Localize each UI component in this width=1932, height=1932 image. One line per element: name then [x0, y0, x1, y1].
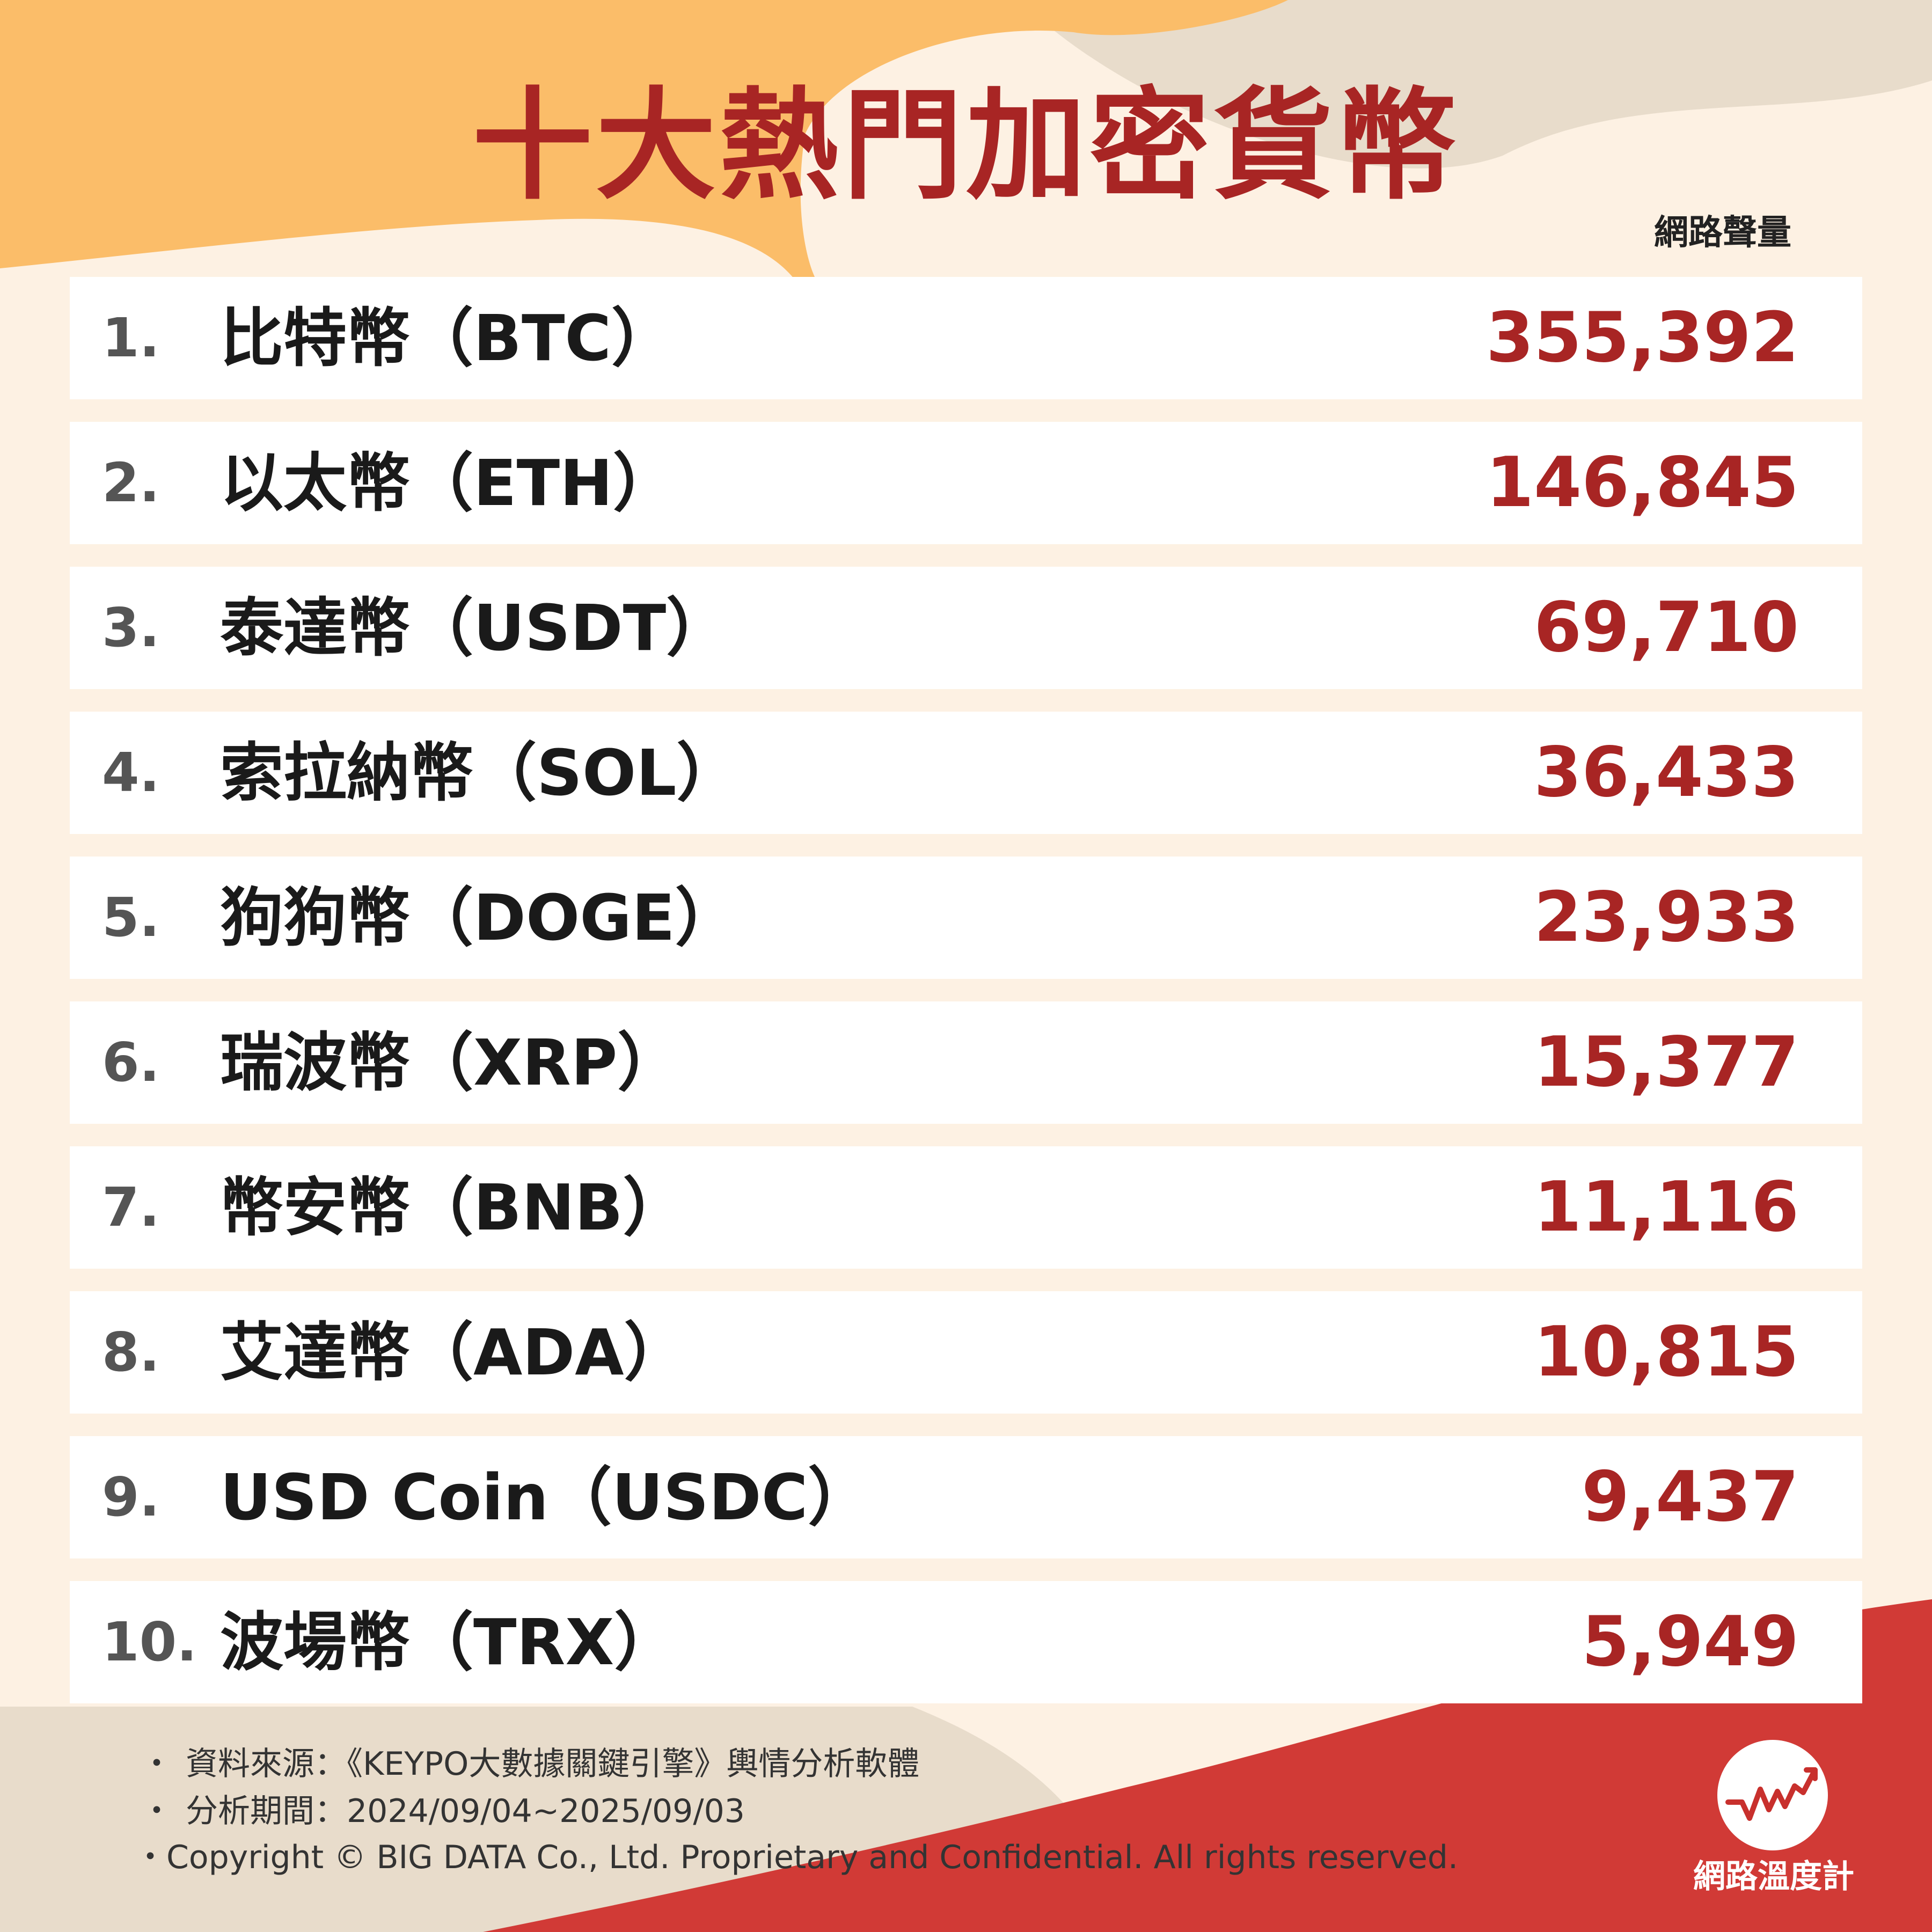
trend-line-icon — [1717, 1740, 1828, 1850]
value-column-label: 網路聲量 — [1654, 213, 1791, 253]
coin-name: 瑞波幣（XRP） — [220, 1026, 681, 1100]
footer-copyright: ・Copyright © BIG DATA Co., Ltd. Propriet… — [134, 1839, 1459, 1876]
volume-value: 5,949 — [1582, 1602, 1799, 1682]
rank-label: 3. — [102, 596, 160, 659]
volume-value: 9,437 — [1582, 1457, 1799, 1537]
rank-label: 2. — [102, 451, 160, 514]
coin-name: 比特幣（BTC） — [220, 301, 675, 375]
footer-period: ・分析期間：2024/09/04~2025/09/03 — [141, 1785, 745, 1832]
rank-label: 6. — [102, 1031, 160, 1094]
volume-value: 36,433 — [1534, 733, 1799, 813]
table-row: 8. 艾達幣（ADA） 10,815 — [70, 1291, 1862, 1414]
coin-name: 狗狗幣（DOGE） — [220, 881, 738, 955]
rank-label: 7. — [102, 1176, 160, 1239]
rank-label: 8. — [102, 1321, 160, 1384]
volume-value: 355,392 — [1486, 298, 1799, 378]
volume-value: 15,377 — [1534, 1022, 1799, 1102]
volume-value: 23,933 — [1534, 877, 1799, 957]
period-text: 分析期間：2024/09/04~2025/09/03 — [186, 1792, 745, 1830]
table-row: 10. 波場幣（TRX） 5,949 — [70, 1581, 1862, 1703]
page-title: 十大熱門加密貨幣 — [472, 76, 1460, 216]
rank-label: 5. — [102, 886, 160, 949]
coin-name: 波場幣（TRX） — [220, 1605, 678, 1679]
bullet: ・ — [141, 1745, 173, 1783]
rank-label: 9. — [102, 1466, 160, 1528]
footer-source: ・資料來源：《KEYPO大數據關鍵引擎》輿情分析軟體 — [141, 1738, 919, 1784]
logo-text: 網路溫度計 — [1693, 1858, 1854, 1896]
table-row: 6. 瑞波幣（XRP） 15,377 — [70, 1001, 1862, 1124]
table-row: 2. 以太幣（ETH） 146,845 — [70, 422, 1862, 544]
rank-label: 4. — [102, 741, 160, 804]
coin-name: USD Coin（USDC） — [220, 1460, 872, 1534]
bullet: ・ — [141, 1792, 173, 1830]
table-row: 3. 泰達幣（USDT） 69,710 — [70, 567, 1862, 689]
coin-name: 艾達幣（ADA） — [220, 1315, 687, 1389]
table-row: 7. 幣安幣（BNB） 11,116 — [70, 1146, 1862, 1269]
volume-value: 11,116 — [1534, 1167, 1799, 1247]
rank-label: 1. — [102, 306, 160, 369]
volume-value: 69,710 — [1534, 588, 1799, 668]
volume-value: 146,845 — [1486, 443, 1799, 523]
volume-value: 10,815 — [1534, 1312, 1799, 1392]
coin-name: 幣安幣（BNB） — [220, 1170, 686, 1245]
source-text: 資料來源：《KEYPO大數據關鍵引擎》輿情分析軟體 — [186, 1745, 920, 1783]
coin-name: 以太幣（ETH） — [220, 446, 676, 520]
table-row: 1. 比特幣（BTC） 355,392 — [70, 277, 1862, 399]
coin-name: 索拉納幣（SOL） — [220, 736, 740, 810]
coin-name: 泰達幣（USDT） — [220, 591, 730, 665]
rank-label: 10. — [102, 1611, 197, 1673]
table-row: 4. 索拉納幣（SOL） 36,433 — [70, 712, 1862, 834]
orange-top-shape — [0, 0, 1288, 279]
table-row: 9. USD Coin（USDC） 9,437 — [70, 1436, 1862, 1558]
beige-top-shape — [1020, 0, 1932, 169]
table-row: 5. 狗狗幣（DOGE） 23,933 — [70, 857, 1862, 979]
